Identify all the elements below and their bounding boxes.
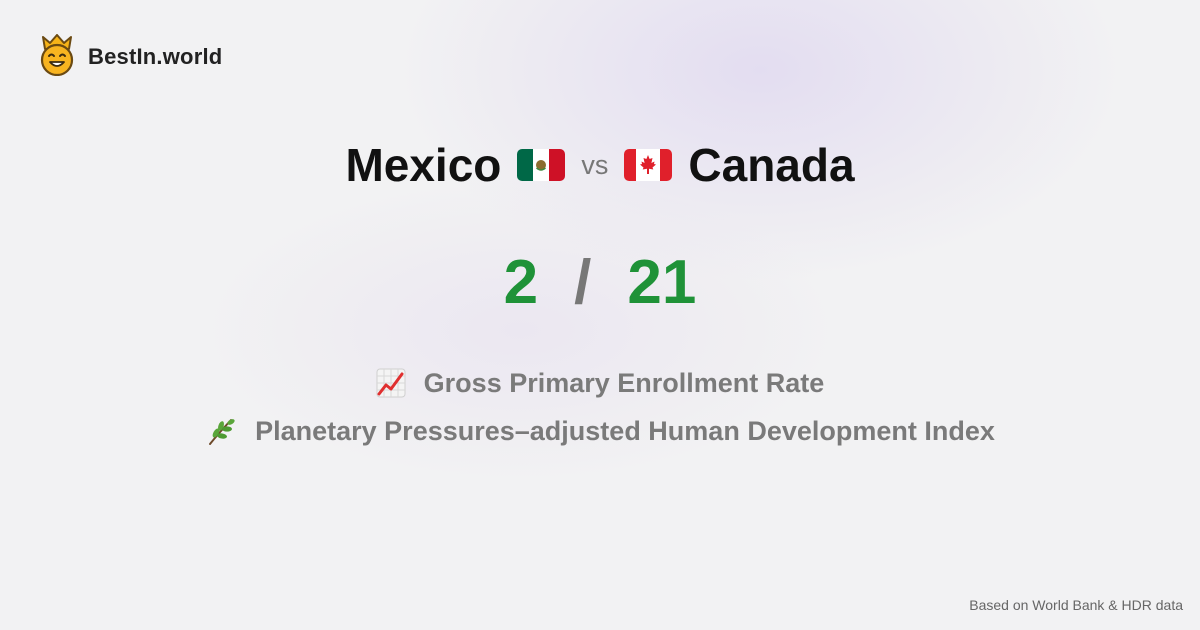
brand-name: BestIn.world [88, 44, 223, 69]
score-left: 2 [503, 247, 539, 317]
score-separator: / [574, 247, 592, 317]
chart-increasing-icon [376, 368, 406, 398]
comparison-title: Mexico vs Canada [0, 132, 1200, 198]
score: 2 / 21 [0, 245, 1200, 319]
data-source-note: Based on World Bank & HDR data [969, 597, 1183, 613]
metric-item: Planetary Pressures–adjusted Human Devel… [0, 411, 1200, 451]
metric-item: Gross Primary Enrollment Rate [0, 363, 1200, 403]
score-right: 21 [627, 247, 697, 317]
crown-smiley-icon [38, 33, 76, 81]
herb-icon [205, 415, 237, 447]
canada-flag-icon [624, 149, 673, 181]
country-left-name: Mexico [345, 139, 502, 191]
country-right-name: Canada [688, 139, 855, 191]
vs-label: vs [581, 149, 609, 180]
metric-label: Gross Primary Enrollment Rate [423, 367, 825, 398]
brand[interactable]: BestIn.world [38, 33, 223, 81]
metric-label: Planetary Pressures–adjusted Human Devel… [255, 415, 995, 446]
mexico-flag-icon [517, 149, 566, 181]
